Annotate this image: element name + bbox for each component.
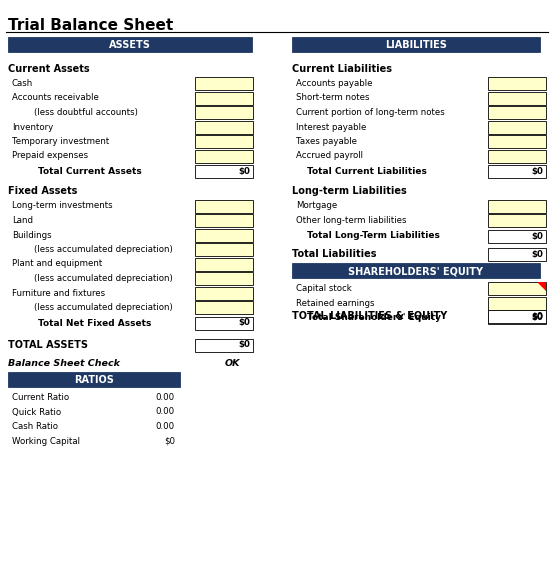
Text: 0.00: 0.00 (156, 422, 175, 431)
Bar (488, 310, 546, 323)
Text: OK: OK (224, 358, 240, 367)
Text: $0: $0 (531, 231, 543, 241)
Text: Long-term investments: Long-term investments (12, 201, 112, 211)
Bar (488, 135, 546, 148)
Text: TOTAL LIABILITIES & EQUITY: TOTAL LIABILITIES & EQUITY (292, 311, 447, 321)
Bar (488, 106, 546, 119)
Text: Short-term notes: Short-term notes (296, 93, 370, 102)
Bar (488, 92, 546, 105)
Text: Prepaid expenses: Prepaid expenses (12, 152, 88, 161)
Text: Accounts receivable: Accounts receivable (12, 93, 99, 102)
Bar (195, 214, 253, 227)
Text: Total Liabilities: Total Liabilities (292, 249, 377, 259)
Bar (195, 286, 253, 299)
Text: $0: $0 (238, 319, 250, 328)
Text: Mortgage: Mortgage (296, 201, 337, 211)
Bar (488, 149, 546, 162)
Text: Cash: Cash (12, 79, 33, 88)
Text: Current portion of long-term notes: Current portion of long-term notes (296, 108, 445, 117)
Bar (292, 37, 540, 52)
Bar (488, 297, 546, 310)
Text: $0: $0 (531, 250, 543, 259)
Text: 0.00: 0.00 (156, 408, 175, 417)
Text: (less accumulated depreciation): (less accumulated depreciation) (12, 303, 173, 312)
Bar (488, 77, 546, 90)
Text: Furniture and fixtures: Furniture and fixtures (12, 289, 105, 298)
Text: Total Shareholders' Equity: Total Shareholders' Equity (307, 313, 441, 322)
Text: LIABILITIES: LIABILITIES (385, 40, 447, 49)
Bar (488, 121, 546, 134)
Text: Plant and equipment: Plant and equipment (12, 259, 102, 268)
Text: Accrued payroll: Accrued payroll (296, 152, 363, 161)
Text: $0: $0 (164, 436, 175, 445)
Text: Long-term Liabilities: Long-term Liabilities (292, 187, 407, 196)
Text: Fixed Assets: Fixed Assets (8, 187, 78, 196)
Text: Inventory: Inventory (12, 122, 53, 131)
Text: Cash Ratio: Cash Ratio (12, 422, 58, 431)
Bar (195, 301, 253, 314)
Text: Land: Land (12, 216, 33, 225)
Polygon shape (537, 282, 546, 291)
Text: $0: $0 (531, 311, 543, 320)
Bar (8, 372, 180, 387)
Bar (195, 121, 253, 134)
Text: RATIOS: RATIOS (74, 375, 114, 385)
Bar (488, 247, 546, 260)
Text: Capital stock: Capital stock (296, 284, 352, 293)
Text: Taxes payable: Taxes payable (296, 137, 357, 146)
Text: $0: $0 (238, 167, 250, 176)
Text: Buildings: Buildings (12, 230, 52, 239)
Bar (195, 258, 253, 271)
Text: Total Current Liabilities: Total Current Liabilities (307, 167, 427, 176)
Text: Working Capital: Working Capital (12, 436, 80, 445)
Text: 0.00: 0.00 (156, 393, 175, 402)
Bar (488, 199, 546, 212)
Text: (less doubtful accounts): (less doubtful accounts) (12, 108, 138, 117)
Bar (195, 165, 253, 178)
Bar (195, 272, 253, 285)
Text: Accounts payable: Accounts payable (296, 79, 372, 88)
Text: Total Long-Term Liabilities: Total Long-Term Liabilities (307, 231, 440, 241)
Bar (195, 229, 253, 242)
Bar (488, 165, 546, 178)
Bar (195, 338, 253, 351)
Text: Temporary investment: Temporary investment (12, 137, 109, 146)
Text: Balance Sheet Check: Balance Sheet Check (8, 358, 120, 367)
Bar (195, 149, 253, 162)
Bar (195, 135, 253, 148)
Text: $0: $0 (238, 341, 250, 349)
Bar (195, 92, 253, 105)
Text: (less accumulated depreciation): (less accumulated depreciation) (12, 274, 173, 283)
Text: Total Current Assets: Total Current Assets (38, 167, 142, 176)
Text: Other long-term liabilities: Other long-term liabilities (296, 216, 407, 225)
Text: SHAREHOLDERS' EQUITY: SHAREHOLDERS' EQUITY (348, 266, 484, 276)
Bar (195, 106, 253, 119)
Bar (488, 311, 546, 324)
Text: Current Liabilities: Current Liabilities (292, 64, 392, 74)
Text: TOTAL ASSETS: TOTAL ASSETS (8, 340, 88, 350)
Text: Current Assets: Current Assets (8, 64, 90, 74)
Text: Quick Ratio: Quick Ratio (12, 408, 61, 417)
Bar (8, 37, 252, 52)
Bar (488, 282, 546, 295)
Text: $0: $0 (531, 167, 543, 176)
Bar (195, 243, 253, 256)
Text: Trial Balance Sheet: Trial Balance Sheet (8, 18, 173, 33)
Bar (195, 316, 253, 329)
Bar (488, 214, 546, 227)
Text: Total Net Fixed Assets: Total Net Fixed Assets (38, 319, 151, 328)
Text: Retained earnings: Retained earnings (296, 298, 375, 307)
Bar (292, 263, 540, 278)
Bar (488, 229, 546, 242)
Bar (195, 77, 253, 90)
Text: ASSETS: ASSETS (109, 40, 151, 49)
Text: $0: $0 (531, 313, 543, 322)
Text: Current Ratio: Current Ratio (12, 393, 69, 402)
Text: Interest payable: Interest payable (296, 122, 366, 131)
Bar (195, 199, 253, 212)
Text: (less accumulated depreciation): (less accumulated depreciation) (12, 245, 173, 254)
